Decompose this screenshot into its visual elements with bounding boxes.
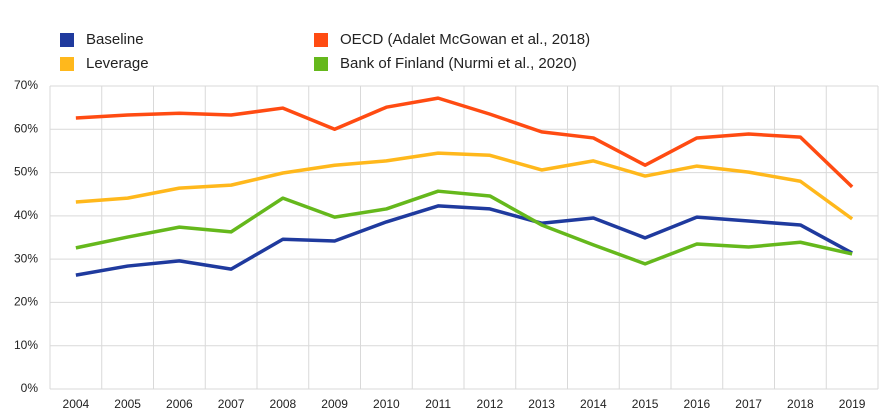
y-tick-label: 50% [14, 165, 38, 179]
y-tick-label: 10% [14, 338, 38, 352]
x-tick-label: 2005 [114, 397, 141, 411]
y-tick-label: 70% [14, 78, 38, 92]
series-line [75, 189, 853, 266]
legend-label: OECD (Adalet McGowan et al., 2018) [340, 31, 590, 48]
y-tick-label: 40% [14, 208, 38, 222]
legend-swatch [60, 57, 74, 71]
legend-label: Baseline [86, 31, 144, 48]
x-tick-label: 2012 [477, 397, 504, 411]
x-tick-label: 2006 [166, 397, 193, 411]
legend-swatch [60, 33, 74, 47]
series-line [75, 204, 853, 277]
x-tick-label: 2007 [218, 397, 245, 411]
x-tick-label: 2013 [528, 397, 555, 411]
y-tick-label: 20% [14, 295, 38, 309]
x-tick-label: 2009 [321, 397, 348, 411]
x-tick-label: 2018 [787, 397, 814, 411]
y-tick-label: 30% [14, 251, 38, 265]
x-tick-label: 2004 [63, 397, 90, 411]
legend-label: Leverage [86, 55, 149, 72]
legend-swatch [314, 57, 328, 71]
x-tick-label: 2011 [425, 397, 451, 411]
legend-label: Bank of Finland (Nurmi et al., 2020) [340, 55, 577, 72]
series-line [75, 151, 854, 221]
legend-swatch [314, 33, 328, 47]
x-tick-label: 2014 [580, 397, 607, 411]
x-tick-label: 2017 [735, 397, 762, 411]
x-tick-label: 2015 [632, 397, 659, 411]
x-tick-label: 2010 [373, 397, 400, 411]
y-tick-label: 0% [21, 381, 39, 395]
x-tick-label: 2019 [839, 397, 866, 411]
y-tick-label: 60% [14, 121, 38, 135]
x-tick-label: 2008 [270, 397, 297, 411]
x-tick-label: 2016 [684, 397, 711, 411]
legend: Baseline Leverage OECD (Adalet McGowan et … [60, 31, 590, 72]
series-line [75, 96, 854, 189]
